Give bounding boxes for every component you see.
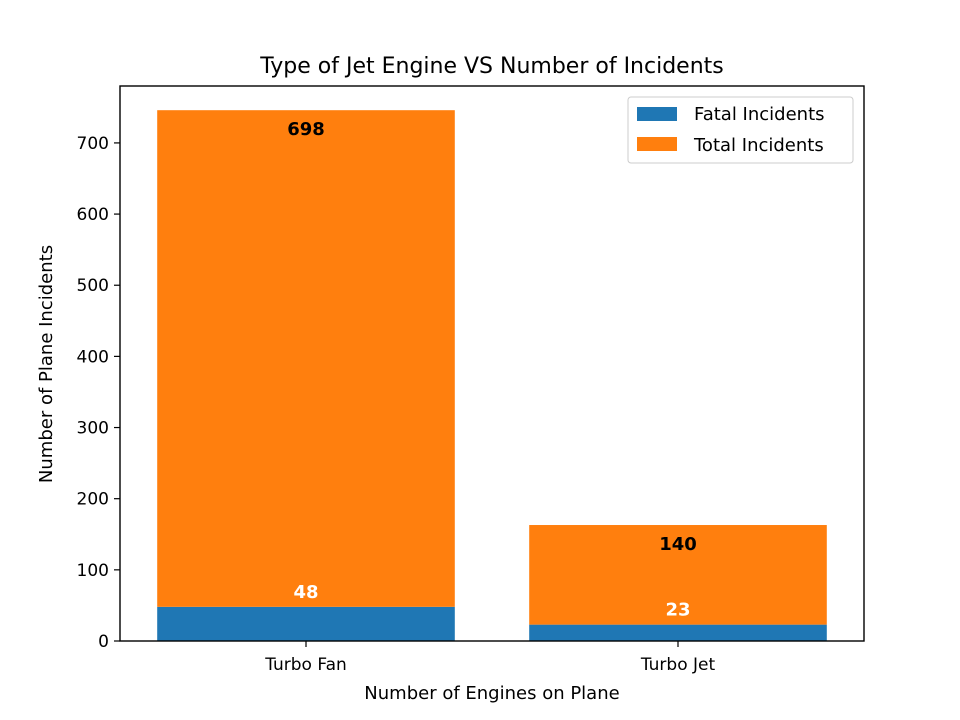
data-label-fatal-0: 48 bbox=[293, 582, 318, 603]
bar-fatal-1 bbox=[529, 624, 827, 641]
bar-total-1 bbox=[529, 525, 827, 625]
y-tick-label-1: 100 bbox=[77, 561, 109, 581]
plot-area: 48 698 23 140 0 100 200 300 400 500 600 700 Turbo … bbox=[77, 85, 865, 675]
legend-swatch-total bbox=[637, 137, 677, 151]
legend: Fatal Incidents Total Incidents bbox=[627, 96, 854, 164]
data-label-total-0: 698 bbox=[287, 119, 325, 140]
bar-total-0 bbox=[157, 110, 455, 607]
x-axis-ticks: Turbo Fan Turbo Jet bbox=[264, 641, 715, 675]
legend-label-fatal: Fatal Incidents bbox=[694, 104, 825, 125]
plot-frame bbox=[119, 85, 865, 642]
x-tick-label-0: Turbo Fan bbox=[264, 655, 347, 675]
data-label-total-1: 140 bbox=[659, 534, 697, 555]
y-axis-ticks: 0 100 200 300 400 500 600 700 bbox=[77, 134, 120, 652]
y-tick-label-4: 400 bbox=[77, 347, 109, 367]
y-tick-label-5: 500 bbox=[77, 276, 109, 296]
y-tick-label-0: 0 bbox=[98, 632, 109, 652]
bar-labels: 48 698 23 140 bbox=[287, 119, 697, 620]
y-tick-label-6: 600 bbox=[77, 205, 109, 225]
data-label-fatal-1: 23 bbox=[665, 600, 690, 621]
legend-swatch-fatal bbox=[637, 107, 677, 121]
y-axis-label: Number of Plane Incidents bbox=[36, 245, 57, 483]
x-tick-label-1: Turbo Jet bbox=[640, 655, 716, 675]
chart-title: Type of Jet Engine VS Number of Incident… bbox=[259, 54, 724, 79]
bars bbox=[157, 110, 827, 641]
x-axis-label: Number of Engines on Plane bbox=[364, 683, 619, 704]
y-tick-label-2: 200 bbox=[77, 490, 109, 510]
legend-frame bbox=[627, 96, 854, 164]
legend-label-total: Total Incidents bbox=[693, 135, 824, 156]
y-tick-label-3: 300 bbox=[77, 419, 109, 439]
bar-fatal-0 bbox=[157, 606, 455, 641]
y-tick-label-7: 700 bbox=[77, 134, 109, 154]
